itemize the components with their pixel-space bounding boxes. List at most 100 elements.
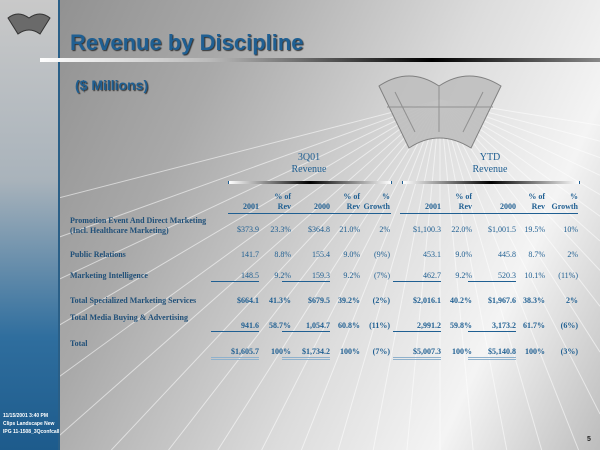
row-label: Public Relations (70, 250, 126, 260)
table-cell: 445.8 (498, 250, 516, 259)
table-cell: 9.2% (274, 271, 291, 280)
table-cell: 148.5 (211, 271, 259, 282)
table-cell: 2% (567, 250, 578, 259)
table-cell: 22.0% (451, 225, 472, 234)
column-header-line1: % of (528, 192, 545, 201)
row-label: Total (70, 339, 88, 349)
column-header-line1: % of (343, 192, 360, 201)
table-cell: 9.2% (455, 271, 472, 280)
table-cell: 453.1 (423, 250, 441, 259)
footer-doc: IPG 11-1508_3Qconfcall (3, 429, 60, 435)
table-cell: 10% (563, 225, 578, 234)
table-cell: 40.2% (450, 296, 472, 305)
ray (168, 99, 441, 450)
ray (439, 99, 508, 450)
row-label-text: Marketing Intelligence (70, 271, 148, 280)
ray (0, 99, 441, 214)
row-label-text: Total (70, 339, 88, 348)
row-label-note: (Incl. Healthcare Marketing) (70, 226, 169, 235)
table-cell: $679.5 (308, 296, 330, 305)
column-header-line2: 2001 (243, 202, 259, 211)
column-header-line2: 2000 (500, 202, 516, 211)
group-title: YTD (479, 152, 501, 163)
column-header-line2: Rev (346, 202, 360, 211)
table-cell: 1,054.7 (282, 321, 330, 332)
group-subtitle: Revenue (291, 164, 327, 175)
footer-file: Clips Landscape New (3, 421, 55, 427)
table-cell: (7%) (374, 271, 390, 280)
table-cell: (11%) (558, 271, 578, 280)
left-strip (0, 0, 58, 450)
table-cell: 155.4 (312, 250, 330, 259)
table-cell: 58.7% (269, 321, 291, 330)
table-cell: 38.3% (523, 296, 545, 305)
table-cell: 462.7 (393, 271, 441, 282)
slide-title: Revenue by Discipline (70, 30, 304, 55)
table-cell: $364.8 (308, 225, 330, 234)
row-label-text: Promotion Event And Direct Marketing (70, 216, 207, 225)
ray (439, 99, 600, 415)
table-cell: $1,001.5 (488, 225, 516, 234)
globe-watermark-icon (378, 75, 502, 149)
group-header-ytd: YTD Revenue (402, 152, 578, 176)
table-cell: $2,016.1 (413, 296, 441, 305)
ray (372, 99, 441, 450)
table-cell: $1,605.7 (211, 347, 259, 360)
ray (42, 99, 441, 450)
globe-logo-icon (7, 13, 51, 35)
group-subtitle: Revenue (472, 164, 508, 175)
ray (261, 99, 441, 450)
table-cell: 10.1% (524, 271, 545, 280)
table-cell: 19.5% (524, 225, 545, 234)
ray (406, 99, 441, 450)
column-header-line2: Growth (363, 202, 390, 211)
row-label: Total Specialized Marketing Services (70, 296, 196, 306)
table-cell: 23.3% (270, 225, 291, 234)
table-cell: 61.7% (523, 321, 545, 330)
table-cell: 21.0% (339, 225, 360, 234)
page-number: 5 (587, 436, 591, 443)
row-label-text: Total Specialized Marketing Services (70, 296, 197, 305)
ray (439, 99, 543, 450)
table-cell: 141.7 (241, 250, 259, 259)
ray (300, 99, 441, 450)
row-label-text: Public Relations (70, 250, 126, 259)
header-rule (400, 213, 578, 214)
table-cell: 39.2% (338, 296, 360, 305)
table-cell: 9.0% (455, 250, 472, 259)
table-cell: (7%) (372, 347, 390, 356)
group-bar (228, 181, 392, 184)
table-cell: (2%) (372, 296, 390, 305)
column-header-line1: % of (274, 192, 291, 201)
table-cell: $1,100.3 (413, 225, 441, 234)
table-cell: 100% (525, 347, 545, 356)
table-cell: 8.7% (528, 250, 545, 259)
column-header-line1: % of (455, 192, 472, 201)
column-header-line2: Growth (551, 202, 578, 211)
row-label: Marketing Intelligence (70, 271, 148, 281)
table-cell: (6%) (560, 321, 578, 330)
table-cell: 159.3 (282, 271, 330, 282)
table-cell: 41.3% (269, 296, 291, 305)
table-cell: 3,173.2 (468, 321, 516, 332)
table-cell: 2% (566, 296, 578, 305)
table-cell: 9.2% (343, 271, 360, 280)
table-cell: $1,967.6 (488, 296, 516, 305)
table-cell: $5,007.3 (393, 347, 441, 360)
row-label: Total Media Buying & Advertising (70, 313, 188, 323)
table-cell: 9.0% (343, 250, 360, 259)
table-cell: $664.1 (237, 296, 259, 305)
ray (217, 99, 441, 450)
table-cell: (3%) (560, 347, 578, 356)
title-underline (40, 58, 600, 62)
table-cell: 100% (340, 347, 360, 356)
column-header-line1: % (382, 192, 390, 201)
group-bar (402, 181, 580, 184)
group-title: 3Q01 (297, 152, 321, 163)
table-cell: 8.8% (274, 250, 291, 259)
header-rule (228, 213, 391, 214)
table-cell: 100% (452, 347, 472, 356)
table-cell: $5,140.8 (468, 347, 516, 360)
ray (439, 99, 474, 450)
table-cell: 2,991.2 (393, 321, 441, 332)
